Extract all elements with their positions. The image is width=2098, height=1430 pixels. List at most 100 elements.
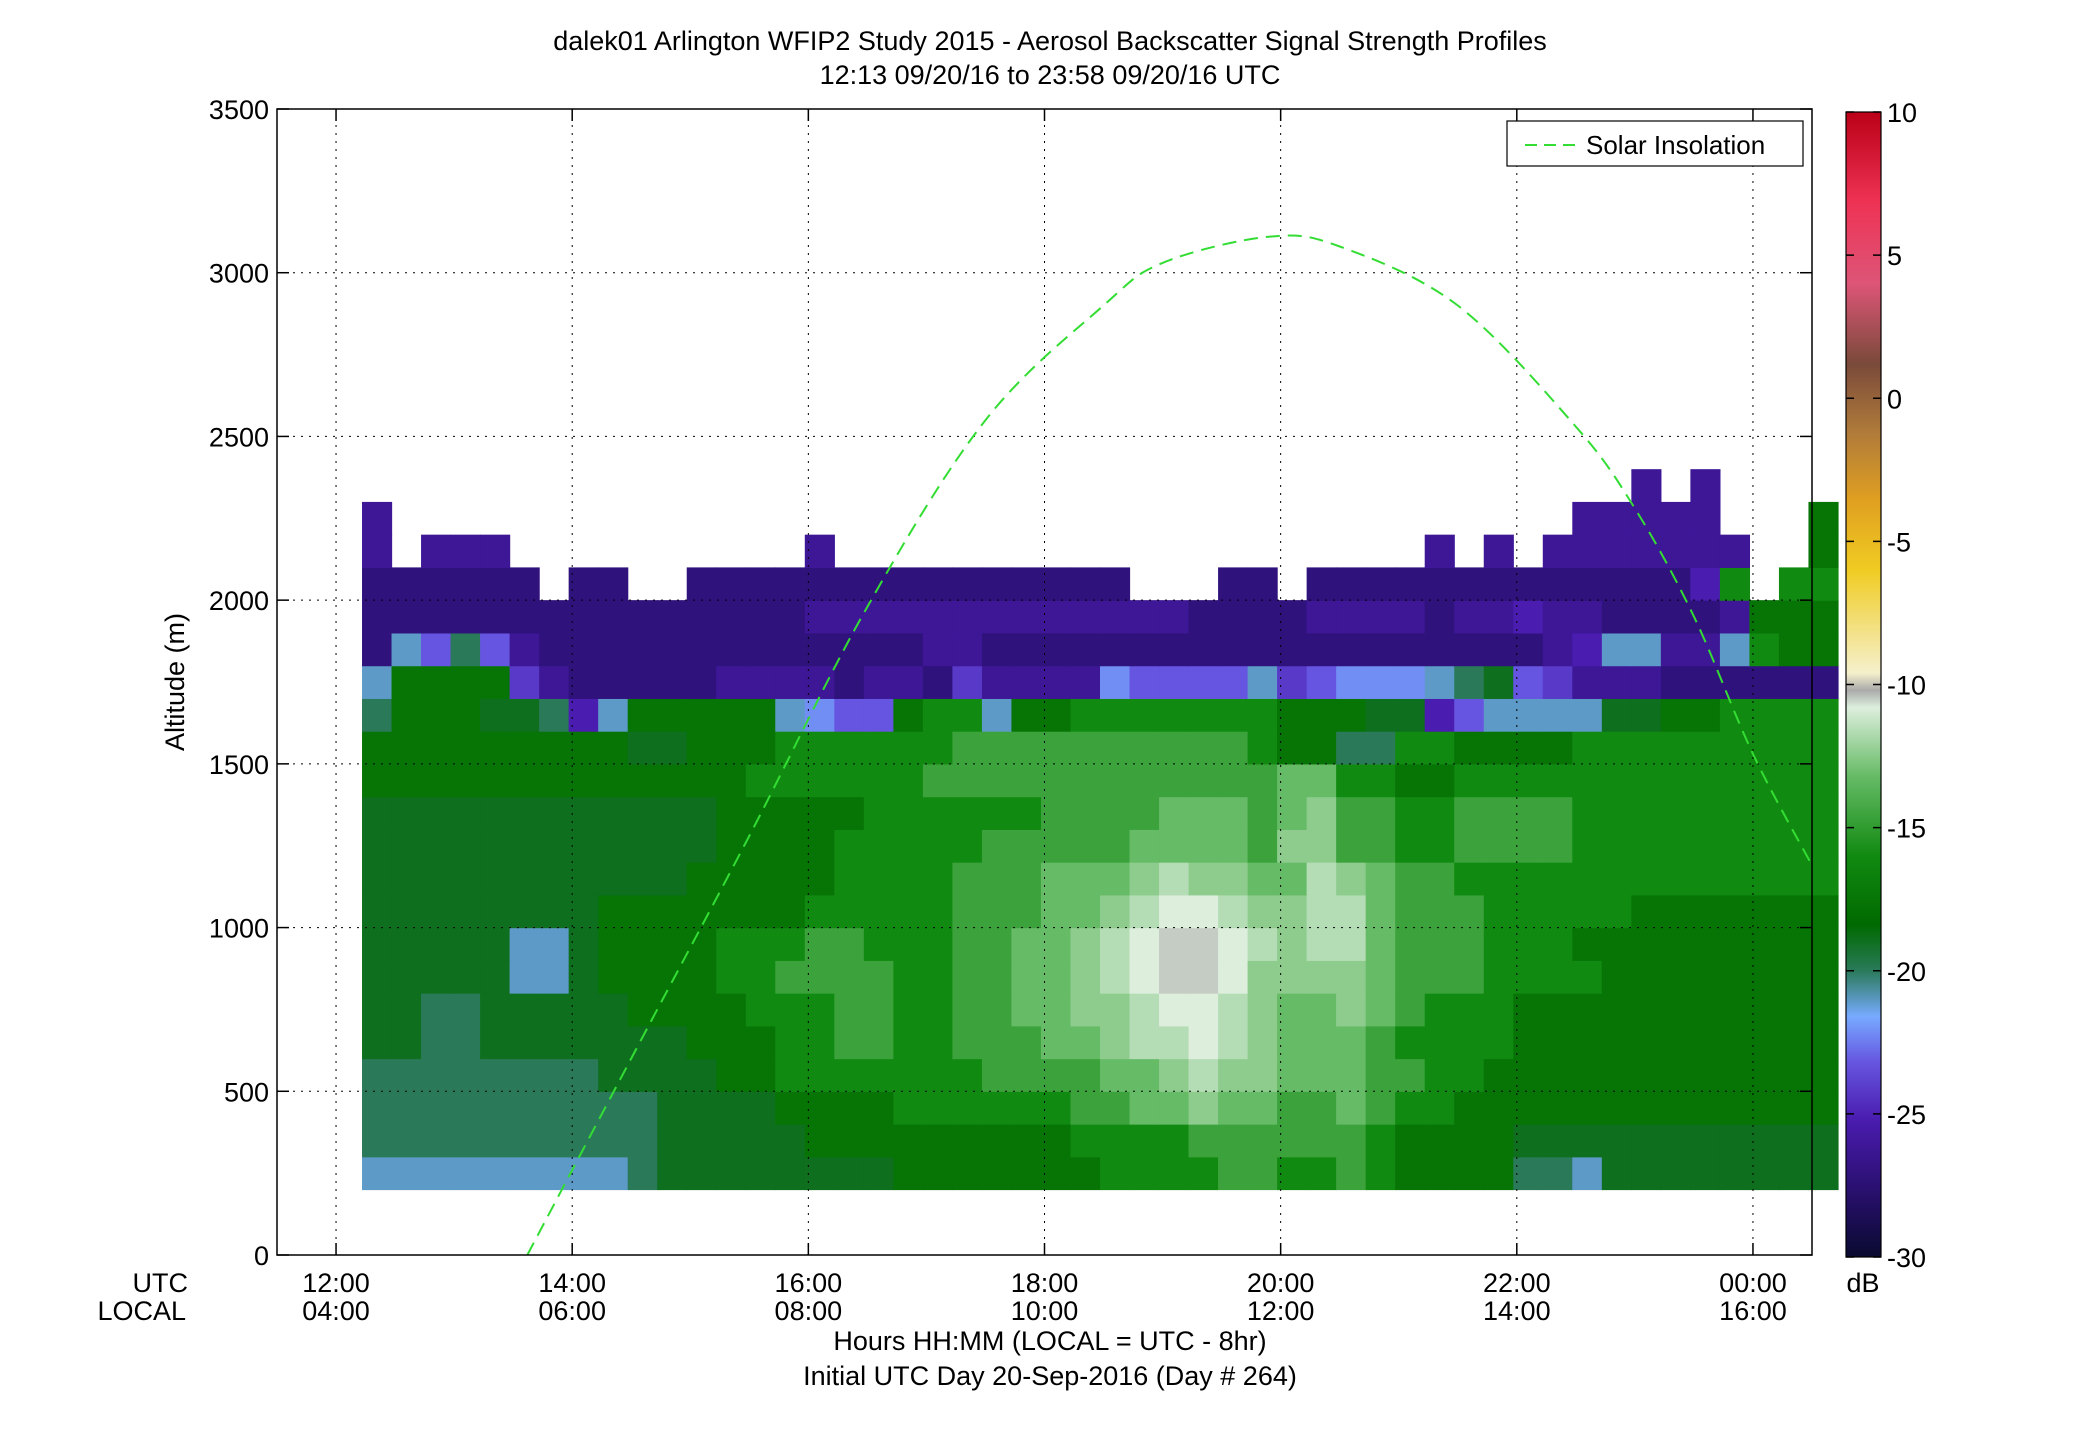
heatmap-cell [804, 731, 835, 765]
heatmap-cell [1129, 763, 1160, 798]
heatmap-cell [1749, 698, 1780, 732]
heatmap-cell [509, 894, 540, 929]
heatmap-cell [480, 1124, 511, 1158]
heatmap-cell [893, 731, 924, 765]
heatmap-cell [1247, 1058, 1278, 1092]
chart-title-line1: dalek01 Arlington WFIP2 Study 2015 - Aer… [553, 26, 1547, 56]
heatmap-cell [745, 567, 776, 601]
heatmap-cell [1070, 763, 1101, 798]
heatmap-cell [1365, 731, 1396, 765]
heatmap-cell [1513, 796, 1544, 830]
heatmap-cell [834, 567, 865, 601]
heatmap-cell [1100, 960, 1131, 994]
heatmap-cell [539, 993, 570, 1027]
heatmap-cell [1631, 501, 1662, 536]
heatmap-cell [1100, 763, 1131, 798]
heatmap-cell [1424, 927, 1455, 961]
heatmap-cell [1424, 862, 1455, 896]
heatmap-cell [539, 763, 570, 798]
heatmap-cell [922, 993, 953, 1027]
heatmap-cell [1188, 1124, 1219, 1158]
heatmap-cell [1483, 567, 1514, 601]
heatmap-cell [1336, 698, 1367, 732]
heatmap-cell [1070, 862, 1101, 896]
x-tick-label-utc: 14:00 [538, 1268, 606, 1298]
heatmap-cell [1631, 469, 1662, 503]
heatmap-cell [1719, 993, 1751, 1027]
heatmap-cell [1454, 1156, 1485, 1191]
heatmap-cell [598, 763, 629, 798]
heatmap-cell [1719, 862, 1751, 896]
heatmap-cell [568, 1025, 599, 1060]
heatmap-cell [1070, 796, 1101, 830]
heatmap-cell [1424, 731, 1455, 765]
heatmap-cell [893, 1124, 924, 1158]
heatmap-cell [1395, 1091, 1426, 1125]
heatmap-cell [1601, 763, 1632, 798]
heatmap-cell [716, 1124, 747, 1158]
heatmap-cell [952, 698, 983, 732]
heatmap-cell [627, 600, 658, 634]
heatmap-cell [568, 927, 599, 961]
heatmap-cell [391, 567, 422, 601]
heatmap-cell [657, 1025, 688, 1060]
heatmap-cell [775, 1058, 806, 1092]
heatmap-cell [981, 1058, 1013, 1092]
heatmap-cell [1601, 796, 1632, 830]
heatmap-cell [1719, 1058, 1751, 1092]
heatmap-cell [1690, 600, 1721, 634]
heatmap-cell [716, 632, 747, 667]
solar-insolation-curve [526, 234, 1813, 1256]
axis-ticks: 050010001500200025003000350012:0004:0014… [209, 95, 1812, 1326]
heatmap-cell [1454, 665, 1485, 699]
heatmap-cell [1070, 665, 1101, 699]
heatmap-cell [893, 632, 924, 667]
heatmap-cell [1188, 1058, 1219, 1092]
heatmap-cell [1395, 698, 1426, 732]
heatmap-cell [804, 894, 835, 929]
heatmap-cell [480, 862, 511, 896]
heatmap-cell [480, 993, 511, 1027]
heatmap-cell [1100, 600, 1131, 634]
heatmap-cell [568, 829, 599, 863]
heatmap-cell [1277, 731, 1308, 765]
heatmap-cell [1365, 796, 1396, 830]
heatmap-cell [1778, 567, 1810, 601]
heatmap-cell [686, 1025, 717, 1060]
heatmap-cell [1011, 829, 1042, 863]
heatmap-cell [834, 796, 865, 830]
heatmap-cell [1572, 1124, 1603, 1158]
heatmap-cell [1690, 1156, 1721, 1191]
heatmap-cell [1808, 698, 1839, 732]
heatmap-cell [1601, 1091, 1632, 1125]
heatmap-cell [1808, 1091, 1839, 1125]
heatmap-cell [1660, 927, 1691, 961]
heatmap-cell [834, 829, 865, 863]
heatmap-cell [391, 763, 422, 798]
heatmap-cell [981, 829, 1013, 863]
heatmap-cell [657, 993, 688, 1027]
heatmap-cell [1631, 632, 1662, 667]
heatmap-cell [1100, 927, 1131, 961]
heatmap-cell [1572, 1156, 1603, 1191]
heatmap-cell [863, 567, 894, 601]
legend: Solar Insolation [1506, 120, 1804, 167]
heatmap-cell [657, 862, 688, 896]
heatmap-cell [1129, 894, 1160, 929]
heatmap-cell [981, 894, 1013, 929]
heatmap-cell [568, 894, 599, 929]
heatmap-cell [362, 960, 393, 994]
heatmap-cell [391, 796, 422, 830]
x-tick-label-utc: 00:00 [1719, 1268, 1787, 1298]
heatmap-cell [686, 567, 717, 601]
heatmap-cell [1365, 698, 1396, 732]
heatmap-cell [1395, 894, 1426, 929]
legend-box [1506, 120, 1804, 167]
heatmap-cell [745, 600, 776, 634]
heatmap-cell [1454, 1025, 1485, 1060]
heatmap-cell [745, 632, 776, 667]
heatmap-cell [1601, 1025, 1632, 1060]
x-axis-label-day: Initial UTC Day 20-Sep-2016 (Day # 264) [803, 1361, 1297, 1391]
heatmap-cell [1513, 731, 1544, 765]
heatmap-cell [1277, 1124, 1308, 1158]
